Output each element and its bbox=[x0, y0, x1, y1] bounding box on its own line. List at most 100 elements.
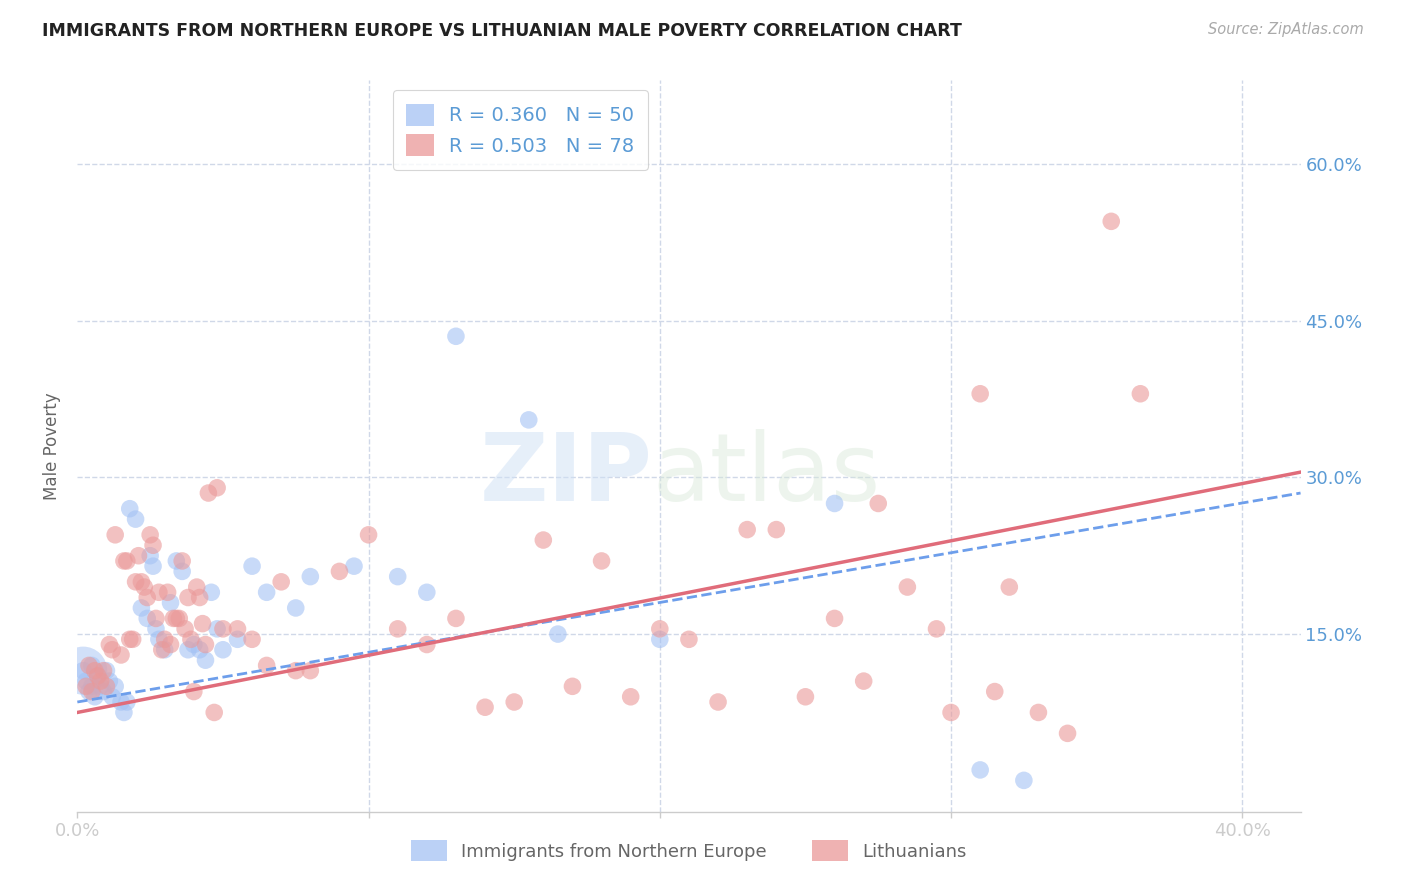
Point bbox=[124, 574, 146, 589]
Point bbox=[270, 574, 292, 589]
Point bbox=[115, 554, 138, 568]
Point bbox=[678, 632, 700, 647]
Point bbox=[183, 638, 205, 652]
Point bbox=[620, 690, 643, 704]
Point bbox=[328, 565, 350, 579]
Point bbox=[212, 642, 235, 657]
Point bbox=[98, 638, 121, 652]
Point bbox=[169, 611, 191, 625]
Point bbox=[118, 501, 141, 516]
Point bbox=[200, 585, 222, 599]
Point bbox=[145, 611, 167, 625]
Point bbox=[142, 538, 165, 552]
Point bbox=[134, 580, 156, 594]
Point bbox=[444, 329, 467, 343]
Point bbox=[93, 664, 115, 678]
Point bbox=[115, 695, 138, 709]
Point bbox=[387, 569, 409, 583]
Point bbox=[80, 684, 103, 698]
Point bbox=[165, 554, 187, 568]
Point bbox=[852, 674, 875, 689]
Point bbox=[104, 528, 127, 542]
Point bbox=[98, 674, 121, 689]
Point bbox=[128, 549, 150, 563]
Point bbox=[87, 669, 110, 683]
Point bbox=[416, 638, 439, 652]
Point bbox=[188, 591, 211, 605]
Point bbox=[183, 684, 205, 698]
Point bbox=[707, 695, 730, 709]
Point bbox=[136, 611, 159, 625]
Point bbox=[159, 638, 181, 652]
Point bbox=[648, 622, 671, 636]
Point bbox=[939, 706, 962, 720]
Point bbox=[104, 679, 127, 693]
Point bbox=[357, 528, 380, 542]
Point bbox=[517, 413, 540, 427]
Point bbox=[110, 695, 132, 709]
Point bbox=[96, 664, 118, 678]
Point bbox=[145, 622, 167, 636]
Point bbox=[150, 642, 173, 657]
Text: Source: ZipAtlas.com: Source: ZipAtlas.com bbox=[1208, 22, 1364, 37]
Point bbox=[80, 658, 103, 673]
Point bbox=[156, 585, 179, 599]
Point bbox=[139, 528, 162, 542]
Point bbox=[148, 632, 170, 647]
Point bbox=[1099, 214, 1122, 228]
Point bbox=[205, 481, 228, 495]
Point bbox=[416, 585, 439, 599]
Point bbox=[735, 523, 758, 537]
Point bbox=[72, 664, 94, 678]
Point bbox=[197, 486, 219, 500]
Point bbox=[547, 627, 569, 641]
Point bbox=[101, 642, 124, 657]
Point bbox=[444, 611, 467, 625]
Point bbox=[503, 695, 526, 709]
Point bbox=[299, 569, 322, 583]
Point bbox=[824, 496, 846, 510]
Point bbox=[180, 632, 202, 647]
Point bbox=[284, 664, 307, 678]
Point bbox=[188, 642, 211, 657]
Point bbox=[165, 611, 187, 625]
Point bbox=[112, 706, 135, 720]
Point bbox=[112, 554, 135, 568]
Text: atlas: atlas bbox=[652, 429, 880, 521]
Point bbox=[121, 632, 143, 647]
Point bbox=[194, 653, 217, 667]
Point bbox=[969, 386, 991, 401]
Point bbox=[186, 580, 208, 594]
Point bbox=[72, 664, 94, 678]
Point bbox=[177, 642, 200, 657]
Point bbox=[83, 690, 105, 704]
Point bbox=[226, 622, 249, 636]
Point bbox=[194, 638, 217, 652]
Text: ZIP: ZIP bbox=[479, 429, 652, 521]
Point bbox=[75, 679, 97, 693]
Point bbox=[299, 664, 322, 678]
Point bbox=[172, 554, 194, 568]
Point bbox=[101, 690, 124, 704]
Point bbox=[131, 601, 153, 615]
Point bbox=[191, 616, 214, 631]
Text: IMMIGRANTS FROM NORTHERN EUROPE VS LITHUANIAN MALE POVERTY CORRELATION CHART: IMMIGRANTS FROM NORTHERN EUROPE VS LITHU… bbox=[42, 22, 962, 40]
Point bbox=[153, 632, 176, 647]
Point bbox=[118, 632, 141, 647]
Point bbox=[824, 611, 846, 625]
Point bbox=[984, 684, 1007, 698]
Point bbox=[177, 591, 200, 605]
Legend: Immigrants from Northern Europe, Lithuanians: Immigrants from Northern Europe, Lithuan… bbox=[404, 833, 974, 869]
Point bbox=[998, 580, 1021, 594]
Point bbox=[256, 585, 278, 599]
Point bbox=[77, 658, 100, 673]
Point bbox=[162, 611, 184, 625]
Point bbox=[896, 580, 918, 594]
Point bbox=[80, 679, 103, 693]
Point bbox=[96, 679, 118, 693]
Point bbox=[205, 622, 228, 636]
Point bbox=[142, 559, 165, 574]
Point bbox=[87, 669, 110, 683]
Point bbox=[139, 549, 162, 563]
Point bbox=[77, 684, 100, 698]
